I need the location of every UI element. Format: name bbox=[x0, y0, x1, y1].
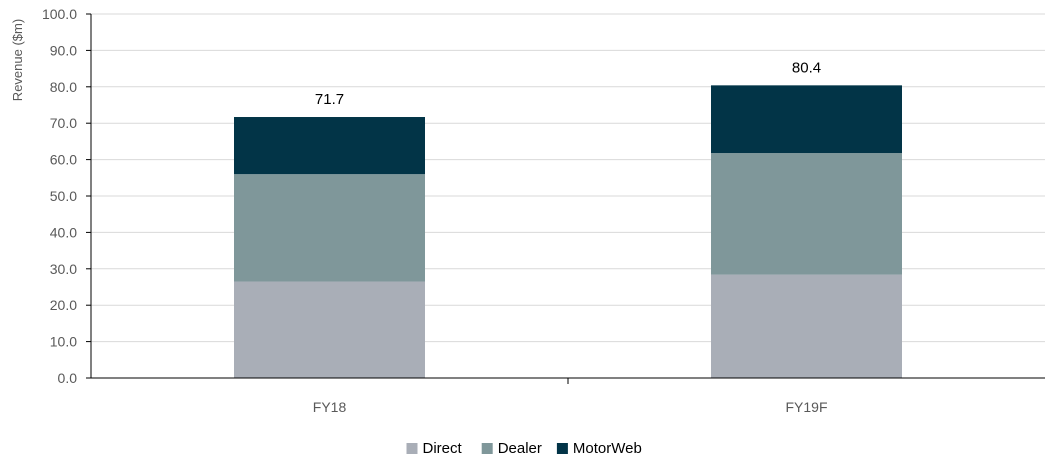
y-tick-label: 90.0 bbox=[50, 42, 77, 58]
y-tick-label: 20.0 bbox=[50, 297, 77, 313]
legend-swatch-motorweb bbox=[556, 443, 568, 454]
y-axis-title: Revenue ($m) bbox=[10, 19, 25, 101]
legend-label-dealer: Dealer bbox=[498, 440, 542, 457]
bar-segment-dealer-fy18 bbox=[234, 174, 425, 282]
y-tick-label: 100.0 bbox=[42, 6, 77, 22]
y-tick-label: 0.0 bbox=[58, 370, 78, 386]
bar-segment-dealer-fy19f bbox=[711, 153, 902, 275]
legend: Direct Dealer MotorWeb bbox=[406, 440, 642, 457]
legend-swatch-direct bbox=[406, 443, 418, 454]
legend-label-direct: Direct bbox=[423, 440, 463, 457]
bar-segment-direct-fy19f bbox=[711, 274, 902, 378]
y-tick-label: 50.0 bbox=[50, 188, 77, 204]
bar-segment-motorweb-fy18 bbox=[234, 117, 425, 175]
y-tick-label: 10.0 bbox=[50, 334, 77, 350]
axes bbox=[86, 13, 1045, 384]
y-tick-label: 80.0 bbox=[50, 79, 77, 95]
y-tick-label: 70.0 bbox=[50, 115, 77, 131]
total-label: 80.4 bbox=[792, 59, 821, 76]
legend-label-motorweb: MotorWeb bbox=[573, 440, 642, 457]
labels: 0.0 10.0 20.0 30.0 40.0 50.0 60.0 70.0 80.0 90.0 1… bbox=[42, 6, 828, 415]
bars bbox=[234, 85, 902, 378]
legend-swatch-dealer bbox=[481, 443, 493, 454]
y-tick-label: 60.0 bbox=[50, 152, 77, 168]
x-category-label: FY18 bbox=[313, 399, 347, 415]
bar-segment-direct-fy18 bbox=[234, 281, 425, 378]
y-tick-label: 40.0 bbox=[50, 224, 77, 240]
y-tick-label: 30.0 bbox=[50, 261, 77, 277]
total-label: 71.7 bbox=[315, 91, 344, 108]
bar-segment-motorweb-fy19f bbox=[711, 85, 902, 154]
x-category-label: FY19F bbox=[785, 399, 827, 415]
